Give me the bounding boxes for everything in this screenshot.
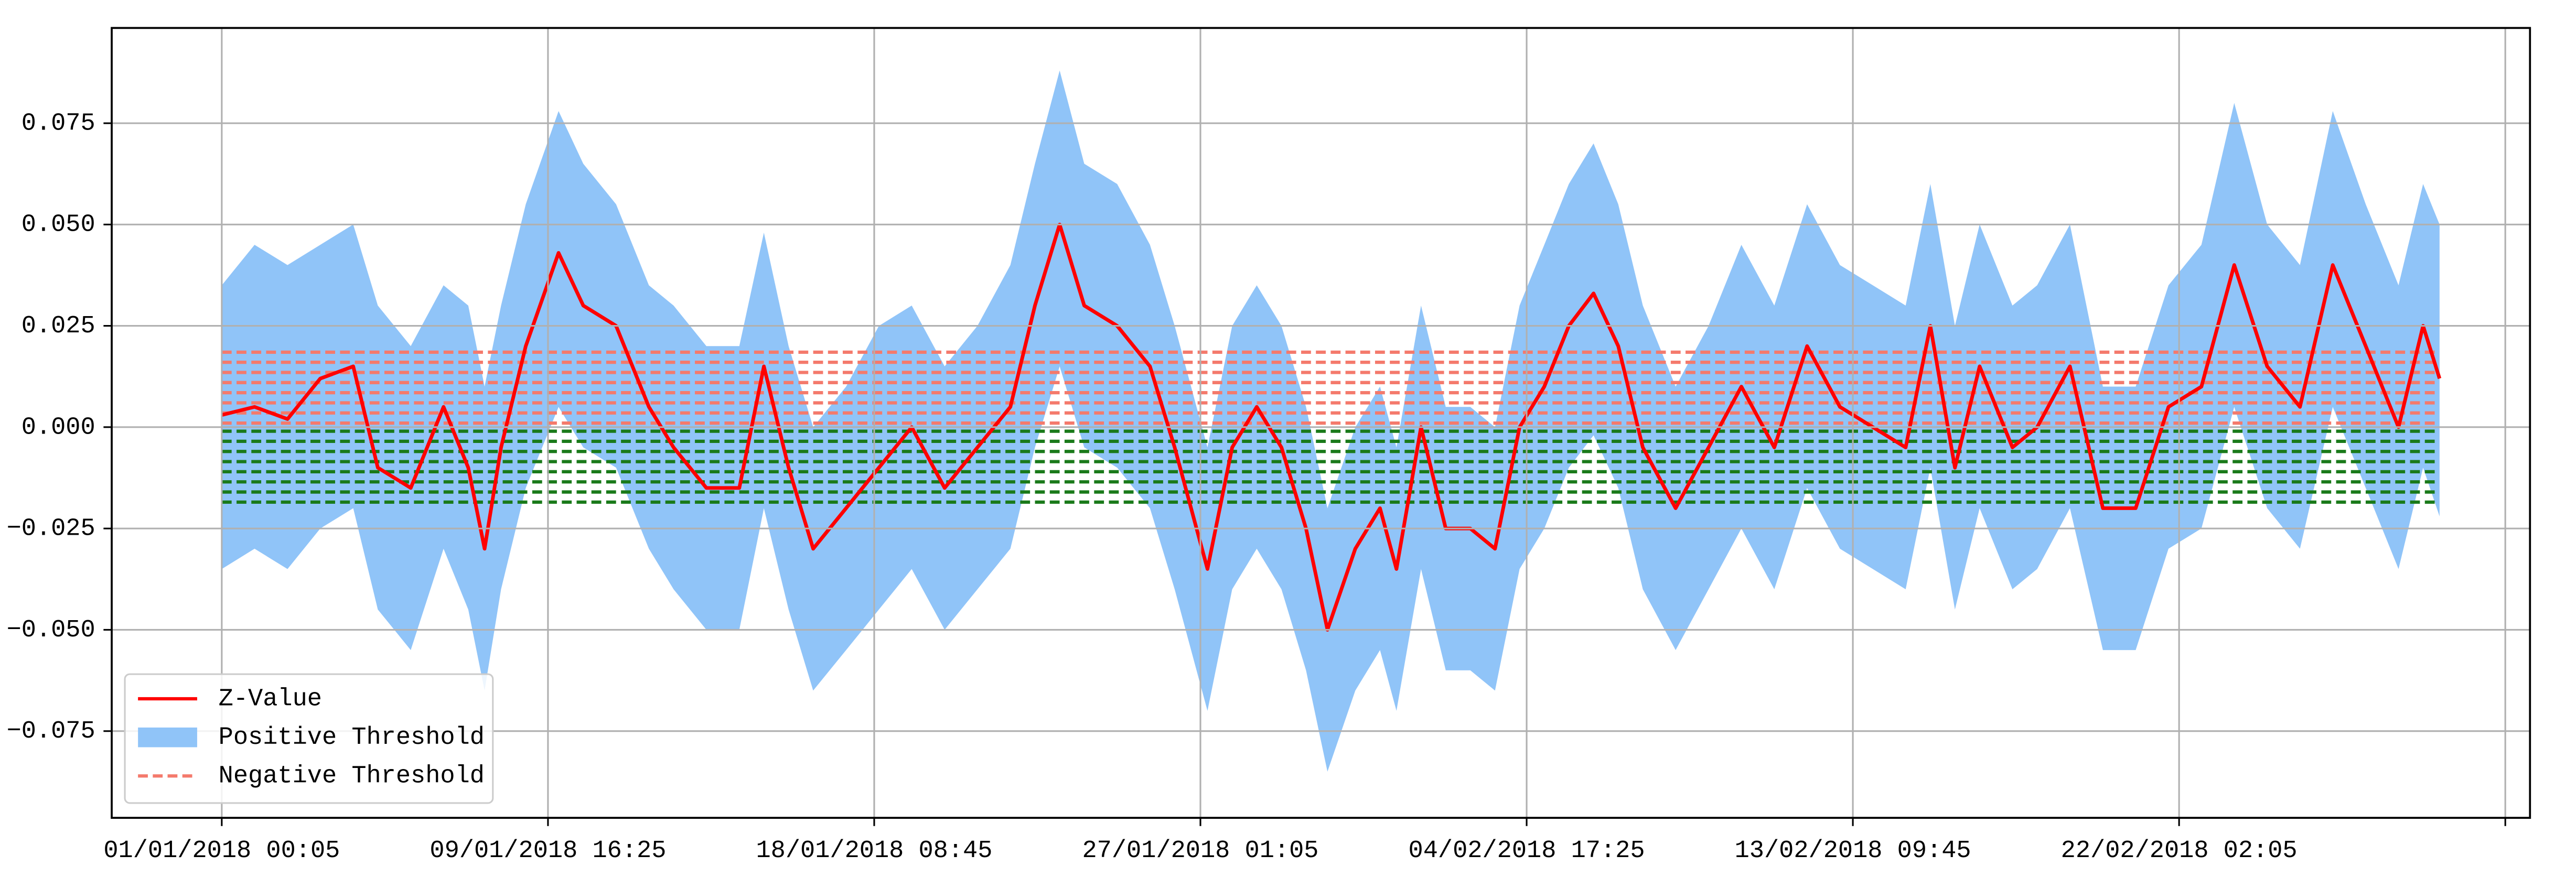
- x-tick-label: 01/01/2018 00:05: [103, 837, 340, 865]
- legend-label: Positive Threshold: [219, 724, 485, 752]
- y-tick-label: −0.075: [7, 718, 95, 745]
- legend-label: Z-Value: [219, 685, 322, 713]
- y-tick-label: −0.050: [7, 616, 95, 644]
- plot-area: [221, 70, 2442, 772]
- y-tick-label: 0.000: [22, 414, 95, 441]
- x-tick-label: 27/01/2018 01:05: [1082, 837, 1319, 865]
- y-tick-label: −0.025: [7, 515, 95, 543]
- plot-frame: [111, 27, 2531, 819]
- x-tick-label: 13/02/2018 09:45: [1735, 837, 1971, 865]
- y-tick-label: 0.050: [22, 211, 95, 239]
- legend-swatch: [138, 727, 197, 748]
- threshold-band: [221, 70, 2440, 772]
- x-tick-label: 18/01/2018 08:45: [756, 837, 992, 865]
- x-tick-label: 04/02/2018 17:25: [1409, 837, 1645, 865]
- y-tick-label: 0.075: [22, 110, 95, 137]
- legend: Z-Value Positive Threshold Negative Thresh…: [124, 673, 494, 804]
- legend-label: Negative Threshold: [219, 763, 485, 791]
- legend-box: [124, 673, 494, 804]
- x-tick-label: 22/02/2018 02:05: [2061, 837, 2298, 865]
- y-tick-label: 0.025: [22, 312, 95, 340]
- x-tick-label: 09/01/2018 16:25: [430, 837, 666, 865]
